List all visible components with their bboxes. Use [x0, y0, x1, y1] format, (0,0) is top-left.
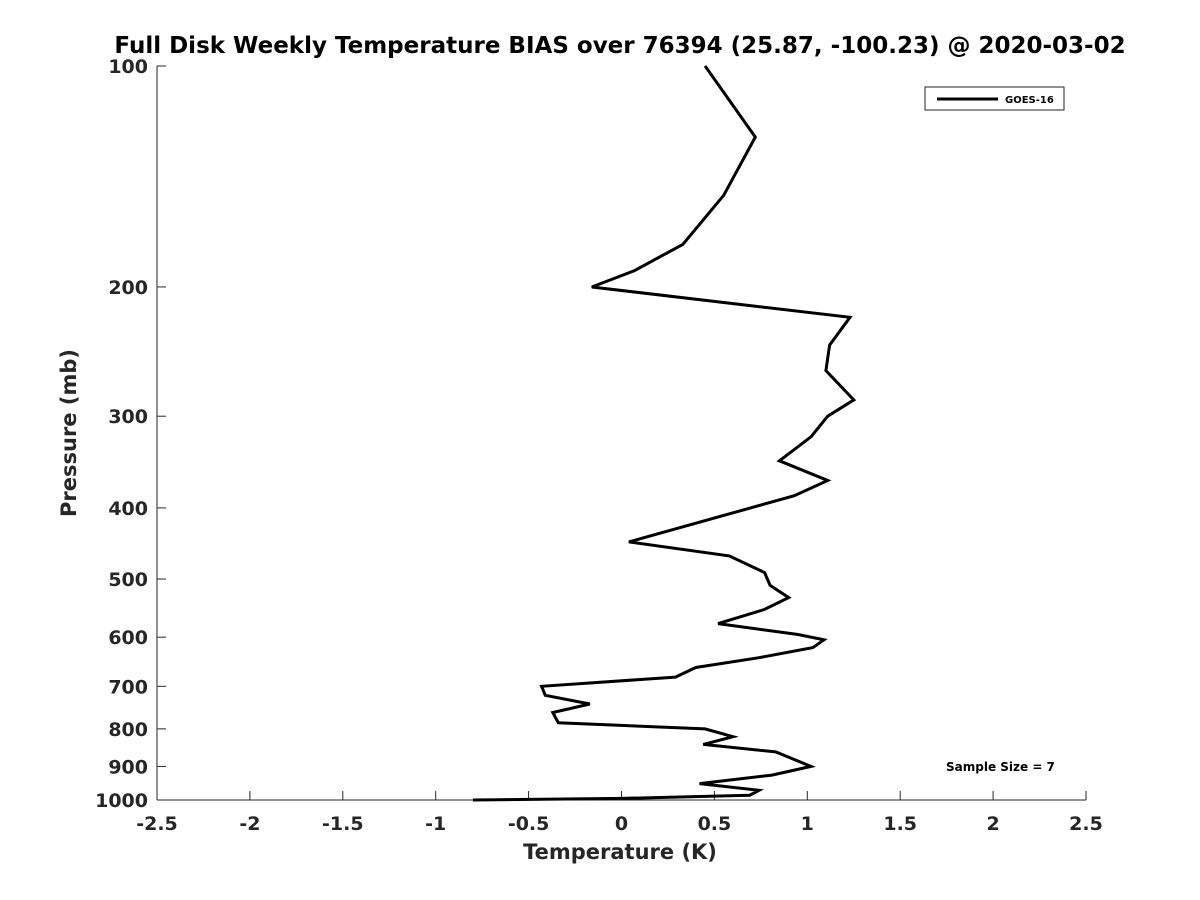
series-line-goes-16	[472, 65, 857, 802]
y-axis-ticks: 100 200 300 400 500 600 700 800 900 1000	[95, 56, 166, 812]
sample-size-annotation: Sample Size = 7	[946, 760, 1055, 774]
y-tick-label: 800	[108, 719, 148, 741]
x-tick-label: 2.5	[1069, 813, 1103, 835]
y-tick-label: 400	[108, 498, 148, 520]
x-axis-label: Temperature (K)	[523, 840, 717, 864]
legend-entry-goes-16: GOES-16	[1005, 95, 1054, 106]
x-tick-label: -0.5	[508, 813, 550, 835]
x-tick-label: 1	[801, 813, 814, 835]
y-tick-label: 600	[108, 627, 148, 649]
x-tick-label: 2	[986, 813, 999, 835]
legend: GOES-16	[924, 86, 1065, 111]
x-tick-label: -1.5	[322, 813, 364, 835]
y-tick-label: 300	[108, 406, 148, 428]
x-tick-label: 1.5	[883, 813, 917, 835]
y-tick-label: 100	[108, 56, 148, 78]
x-tick-label: -2.5	[136, 813, 178, 835]
x-tick-label: -2	[239, 813, 260, 835]
y-tick-label: 900	[108, 756, 148, 778]
y-tick-label: 200	[108, 277, 148, 299]
x-tick-label: 0	[615, 813, 628, 835]
y-axis-label: Pressure (mb)	[57, 349, 81, 517]
y-tick-label: 500	[108, 569, 148, 591]
x-tick-label: -1	[425, 813, 446, 835]
y-tick-label: 1000	[95, 790, 148, 812]
x-tick-label: 0.5	[698, 813, 732, 835]
series-lines	[472, 65, 857, 802]
x-axis-ticks: -2.5 -2 -1.5 -1 -0.5 0 0.5 1 1.5 2 2.5	[136, 791, 1103, 835]
y-tick-label: 700	[108, 676, 148, 698]
chart-title: Full Disk Weekly Temperature BIAS over 7…	[114, 33, 1125, 59]
